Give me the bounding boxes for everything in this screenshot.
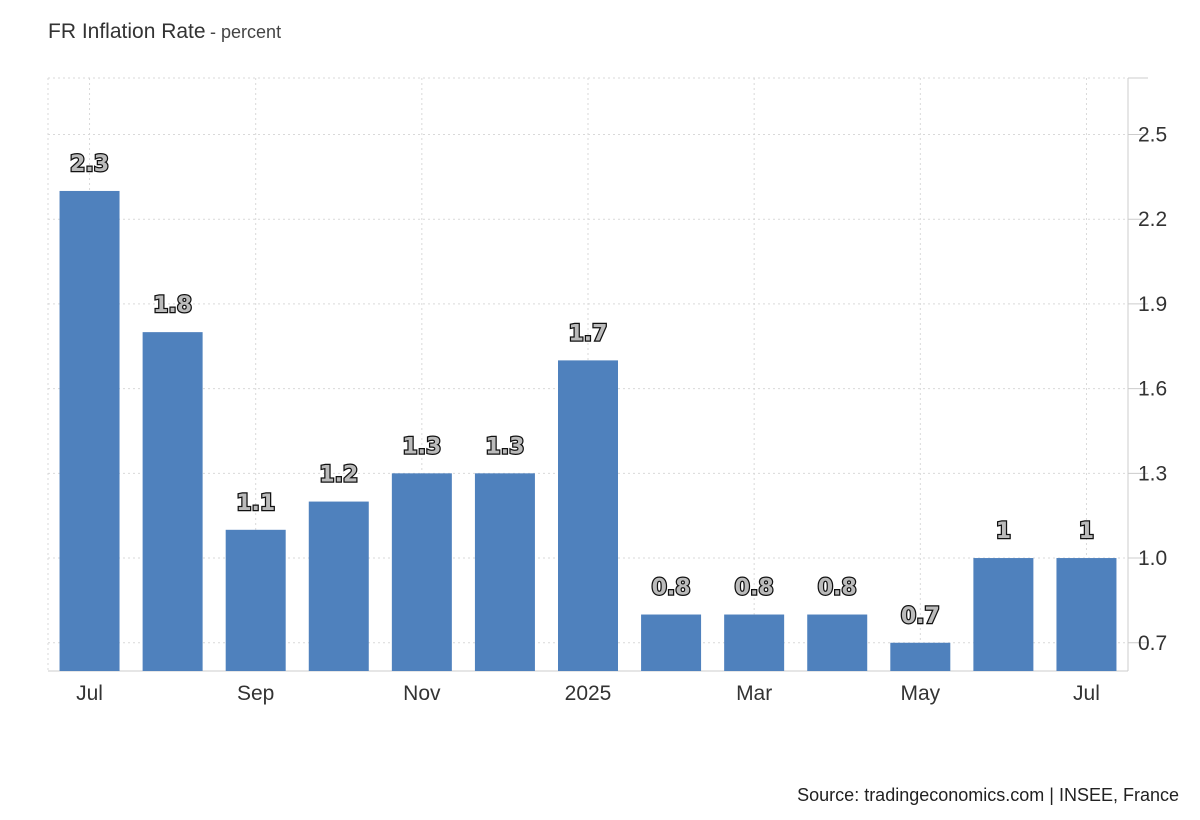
bar — [641, 614, 702, 671]
data-label: 0.8 — [735, 576, 774, 601]
y-tick-label: 1.0 — [1138, 547, 1167, 570]
bar — [973, 558, 1034, 671]
bar — [225, 529, 286, 671]
data-label: 1.8 — [153, 293, 192, 318]
data-label: 1.3 — [485, 434, 524, 459]
data-label: 2.3 — [70, 152, 109, 177]
y-tick-label: 1.3 — [1138, 462, 1167, 485]
x-tick-label: Jul — [76, 682, 103, 705]
y-tick-label: 2.2 — [1138, 208, 1167, 231]
bar — [308, 501, 369, 671]
x-tick-label: May — [900, 682, 940, 705]
x-tick-label: 2025 — [565, 682, 612, 705]
x-tick-label: Jul — [1073, 682, 1100, 705]
bar — [1056, 558, 1117, 671]
bar — [142, 332, 203, 671]
data-label: 1 — [1079, 519, 1094, 544]
x-tick-label: Sep — [237, 682, 274, 705]
chart-title: FR Inflation Rate - percent — [48, 20, 281, 44]
y-tick-label: 0.7 — [1138, 632, 1167, 655]
y-tick-label: 1.9 — [1138, 293, 1167, 316]
data-label: 0.8 — [818, 576, 857, 601]
bar — [391, 473, 452, 671]
data-label: 1.1 — [236, 491, 275, 516]
bar — [558, 360, 618, 671]
x-tick-label: Nov — [403, 682, 441, 705]
bar — [890, 642, 951, 671]
bar — [474, 473, 535, 671]
bar — [59, 190, 120, 671]
data-label: 1.3 — [402, 434, 441, 459]
y-tick-label: 1.6 — [1138, 378, 1167, 401]
chart-subtitle: - percent — [210, 22, 282, 42]
bar — [724, 614, 785, 671]
data-label: 1.2 — [319, 463, 358, 488]
data-label: 1 — [996, 519, 1011, 544]
data-label: 0.8 — [652, 576, 691, 601]
bar — [807, 614, 868, 671]
data-label: 0.7 — [901, 604, 940, 629]
bar-chart: 0.7 1.0 1.3 1.6 1.9 2.2 2.5 2.3 1.8 1.1 1.2 1.3 1.3 1… — [47, 77, 1167, 705]
x-tick-label: Mar — [736, 682, 772, 705]
y-tick-label: 2.5 — [1138, 123, 1167, 146]
source-credit: Source: tradingeconomics.com | INSEE, Fr… — [797, 785, 1179, 805]
data-label: 1.7 — [569, 321, 608, 346]
chart-title-text: FR Inflation Rate — [48, 20, 206, 43]
